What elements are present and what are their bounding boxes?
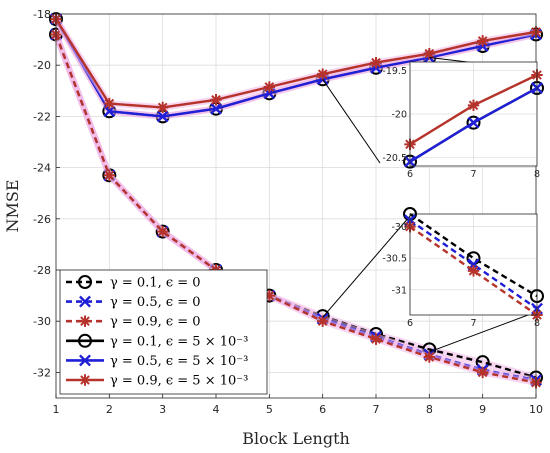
series-3-point-8 [423,351,436,363]
legend-entry-5: γ = 0.5, ϵ = 5 × 10⁻³ [66,354,248,369]
x-tick-label-7: 7 [373,403,380,416]
legend-marker-5 [79,354,91,367]
inset-bottom-series-line-2 [409,219,538,310]
legend-box [59,269,268,395]
legend-label-1: γ = 0.1, ϵ = 0 [110,276,201,291]
x-tick-label-3: 3 [159,403,166,416]
legend-label-6: γ = 0.9, ϵ = 5 × 10⁻³ [110,374,248,389]
series-3-point-2 [103,169,116,181]
inset-bottom-frame [409,213,538,316]
x-tick-label-4: 4 [213,403,220,416]
legend-marker-3 [79,315,91,327]
inset-top-x-tick-label-3: 8 [534,169,540,180]
series-3-point-7 [370,333,382,345]
legend-entry-1: γ = 0.1, ϵ = 0 [66,275,201,291]
inset-bottom-y-tick-label-2: -30.5 [382,254,407,265]
legend-entry-3: γ = 0.9, ϵ = 0 [66,315,201,330]
inset-top-frame [409,61,538,167]
legend-label-4: γ = 0.1, ϵ = 5 × 10⁻³ [110,334,248,349]
legend-entry-6: γ = 0.9, ϵ = 5 × 10⁻³ [66,374,248,389]
series-line-6 [54,18,537,109]
series-5-point-4 [210,102,222,115]
x-axis-label: Block Length [242,429,350,448]
inset-top-x-tick-label-2: 7 [470,169,476,180]
legend-entry-2: γ = 0.5, ϵ = 0 [66,295,201,310]
series-5-point-3 [156,110,169,123]
inset-top-y-tick-label-3: -20.5 [382,153,407,164]
series-3-point-5 [263,289,276,302]
inset-top: 6 7 8 -19.5 -20 -20.5 [382,61,544,180]
inset-bottom-x-tick-label-1: 6 [407,318,413,329]
legend-label-3: γ = 0.9, ϵ = 0 [110,315,201,330]
x-tick-label-6: 6 [319,403,326,416]
series-6-point-8 [423,47,436,60]
series-3-point-3 [156,225,169,238]
y-tick-label-4: -26 [33,213,51,226]
series-6-point-4 [210,94,222,106]
series-6-point-7 [370,56,382,69]
inset-top-series-4-point-2 [466,115,481,130]
zoom-line-bottom-left [322,215,411,318]
x-tick-label-2: 2 [106,403,113,416]
series-line-3 [54,34,537,384]
y-tick-label-7: -20 [33,59,51,72]
series-6-point-3 [156,101,169,114]
inset-bottom: 6 7 8 -30 -30.5 -31 [382,207,544,329]
y-tick-label-2: -30 [33,315,51,328]
x-tick-label-5: 5 [266,403,273,416]
y-tick-label-1: -32 [33,366,51,379]
y-tick-label-3: -28 [33,264,51,277]
main-ticks: 1 2 3 4 5 6 7 8 9 10 -32 -30 -28 -26 -24 -22 -20 -18 [33,8,543,416]
series-6-point-5 [263,81,276,93]
inset-bottom-y-tick-label-1: -30 [391,222,407,233]
legend-marker-6 [79,374,91,386]
inset-top-x-tick-label-1: 6 [407,169,413,180]
series-3-point-9 [476,366,489,379]
legend-marker-2 [79,295,91,308]
series-3-point-6 [316,315,329,327]
inset-bottom-y-tick-label-3: -31 [391,285,407,296]
series-6-point-2 [103,97,116,110]
y-axis-label: NMSE [3,179,22,232]
legend: γ = 0.1, ϵ = 0 γ = 0.5, ϵ = 0 γ = 0.9, ϵ =… [59,269,268,395]
inset-bottom-x-tick-label-2: 7 [470,318,476,329]
inset-bottom-series-line-1 [409,213,538,298]
main-plot-frame [55,13,537,399]
inset-bottom-series-line-3 [409,225,538,316]
x-tick-label-9: 9 [479,403,486,416]
legend-entry-4: γ = 0.1, ϵ = 5 × 10⁻³ [66,333,248,349]
x-tick-label-8: 8 [426,403,433,416]
legend-label-2: γ = 0.5, ϵ = 0 [110,295,201,310]
main-series [49,12,543,389]
y-tick-label-5: -24 [33,162,51,175]
series-6-point-6 [316,68,329,80]
series-6-point-9 [476,35,489,47]
legend-marker-4 [78,333,92,348]
zoom-line-top-left [322,78,381,164]
inset-top-series-5-point-2 [467,116,480,129]
y-tick-label-6: -22 [33,110,51,123]
series-line-5 [54,18,537,118]
x-tick-label-10: 10 [529,403,543,416]
x-tick-label-1: 1 [53,403,60,416]
inset-bottom-x-tick-label-3: 8 [534,318,540,329]
y-tick-label-8: -18 [33,8,51,21]
inset-bottom-series-3-point-2 [467,265,480,277]
inset-top-series-6-point-2 [467,99,480,112]
series-1-point-3 [155,224,170,239]
inset-top-y-tick-label-2: -20 [391,110,407,121]
legend-marker-1 [78,275,92,289]
zoom-line-bottom-right [429,311,537,353]
legend-label-5: γ = 0.5, ϵ = 5 × 10⁻³ [110,354,248,369]
inset-top-y-tick-label-1: -19.5 [382,66,407,77]
